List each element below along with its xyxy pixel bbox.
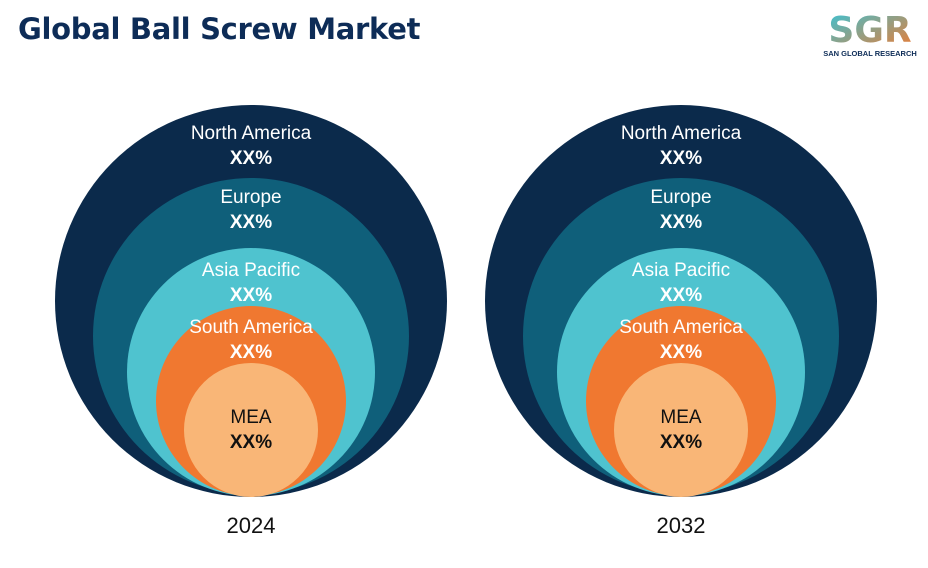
region-value: XX% — [230, 285, 272, 306]
region-label: MEA — [660, 407, 702, 428]
region-label: Asia Pacific — [632, 260, 730, 281]
region-label: North America — [191, 123, 312, 144]
page-title: Global Ball Screw Market — [18, 12, 421, 46]
region-value: XX% — [660, 285, 702, 306]
logo-tagline: SAN GLOBAL RESEARCH — [823, 49, 917, 58]
panel-2024: North America XX% Europe XX% Asia Pacifi… — [55, 105, 447, 538]
region-value: XX% — [660, 432, 702, 453]
region-label: South America — [189, 317, 313, 338]
region-value: XX% — [660, 212, 702, 233]
mea-circle — [184, 363, 318, 497]
region-value: XX% — [230, 148, 272, 169]
region-value: XX% — [230, 432, 272, 453]
region-label: South America — [619, 317, 743, 338]
mea-circle — [614, 363, 748, 497]
region-value: XX% — [660, 148, 702, 169]
region-label: Europe — [220, 187, 281, 208]
year-label: 2024 — [227, 513, 276, 538]
panel-2032: North America XX% Europe XX% Asia Pacifi… — [485, 105, 877, 538]
region-value: XX% — [230, 212, 272, 233]
logo-mark: SGR — [828, 10, 911, 51]
region-label: Europe — [650, 187, 711, 208]
region-label: MEA — [230, 407, 272, 428]
sgr-logo: SGR SAN GLOBAL RESEARCH — [823, 10, 917, 58]
region-label: North America — [621, 123, 742, 144]
year-label: 2032 — [657, 513, 706, 538]
region-value: XX% — [230, 342, 272, 363]
region-value: XX% — [660, 342, 702, 363]
region-label: Asia Pacific — [202, 260, 300, 281]
